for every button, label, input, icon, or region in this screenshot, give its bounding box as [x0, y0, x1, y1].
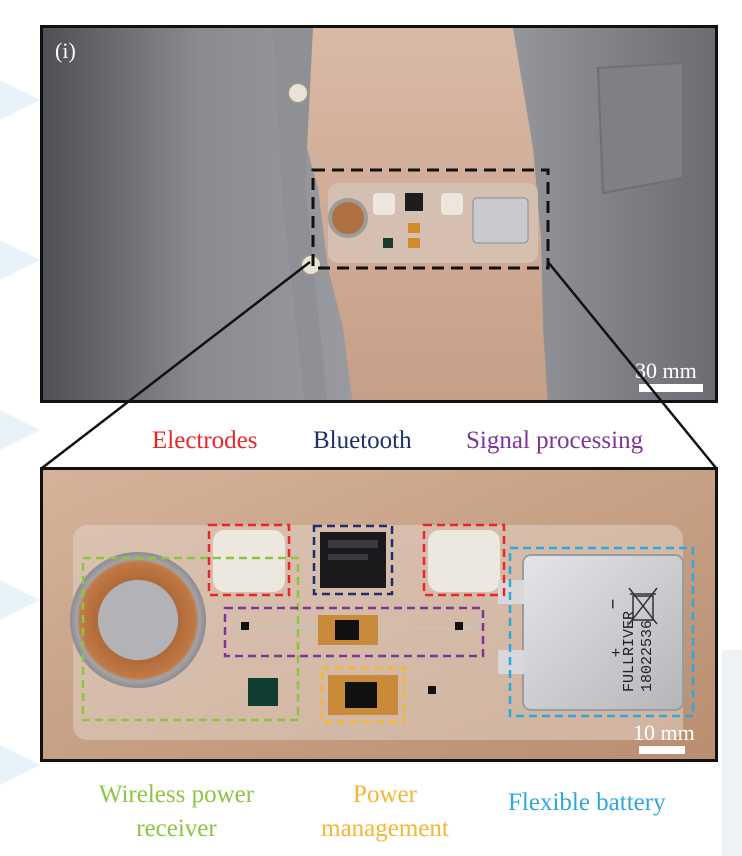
device-closeup-photo: – + FULLRIVER 18022536: [43, 470, 715, 759]
battery-text-2: 18022536: [639, 620, 656, 692]
label-power-line1: Power: [353, 781, 417, 808]
label-bluetooth: Bluetooth: [313, 427, 412, 454]
battery-text-1: FULLRIVER: [621, 611, 638, 692]
label-signal-processing: Signal processing: [466, 427, 644, 454]
battery-plus: +: [611, 645, 621, 663]
photo-panel-device-closeup: – + FULLRIVER 18022536 10 mm: [40, 467, 718, 762]
chest-photo: [43, 28, 715, 400]
label-electrodes: Electrodes: [152, 427, 258, 454]
panel-label: (i): [55, 38, 76, 63]
label-wireless-power-line1: Wireless power: [98, 781, 255, 808]
label-power-line2: management: [321, 815, 449, 842]
recycle-bin-icon: [628, 587, 658, 625]
scale-bar-bottom: [639, 746, 685, 754]
scale-label-bottom: 10 mm: [633, 720, 695, 745]
battery-minus: –: [602, 598, 625, 610]
label-power-management: Power management: [305, 778, 465, 846]
label-wireless-power-line2: receiver: [136, 815, 217, 842]
label-wireless-power-receiver: Wireless power receiver: [84, 778, 269, 846]
photo-panel-chest: (i) 30 mm: [40, 25, 718, 403]
label-flexible-battery: Flexible battery: [508, 789, 666, 816]
scale-bar-top: [639, 384, 703, 392]
scale-label-top: 30 mm: [635, 358, 697, 383]
